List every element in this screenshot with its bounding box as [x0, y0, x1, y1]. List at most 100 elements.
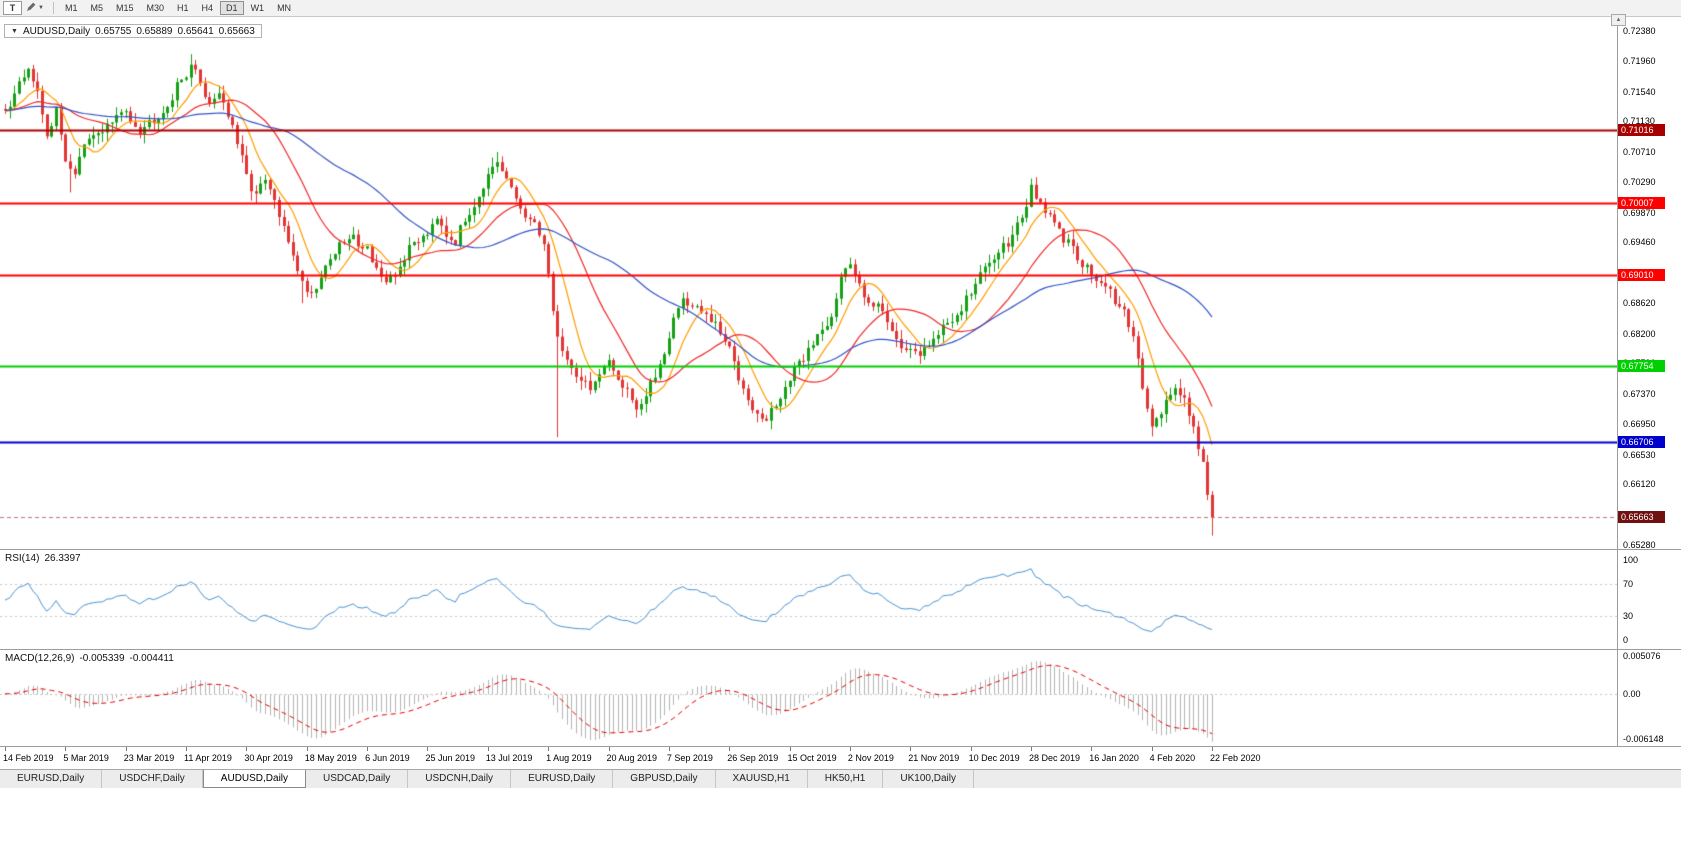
main-chart-canvas[interactable] [0, 17, 1617, 550]
date-axis-label: 21 Nov 2019 [908, 753, 960, 763]
text-tool-button[interactable]: T [3, 1, 22, 15]
level-price-tag: 0.66706 [1618, 435, 1665, 448]
date-tick [246, 747, 247, 751]
price-axis-label: 0.68200 [1623, 328, 1656, 339]
price-axis-label: 0.65280 [1623, 540, 1656, 550]
level-price-tag: 0.69010 [1618, 268, 1665, 281]
date-tick [186, 747, 187, 751]
main-rsi-separator [0, 549, 1681, 550]
symbol-tab-audusd-daily[interactable]: AUDUSD,Daily [202, 770, 307, 788]
symbol-tab-uk100-daily[interactable]: UK100,Daily [883, 770, 974, 788]
macd-axis-label: -0.006148 [1623, 734, 1664, 744]
date-axis-label: 30 Apr 2019 [244, 753, 293, 763]
date-axis-label: 20 Aug 2019 [606, 753, 658, 763]
current-price-tag: 0.65663 [1618, 511, 1665, 524]
symbol-tab-gbpusd-daily[interactable]: GBPUSD,Daily [613, 770, 716, 788]
date-axis-label: 15 Oct 2019 [787, 753, 837, 763]
rsi-indicator-label: RSI(14) 26.3397 [5, 553, 81, 564]
date-tick [669, 747, 670, 751]
date-axis-label: 5 Mar 2019 [63, 753, 109, 763]
timeframe-button-h4[interactable]: H4 [196, 1, 220, 15]
date-axis-label: 1 Aug 2019 [546, 753, 592, 763]
date-axis-label: 22 Feb 2020 [1210, 753, 1261, 763]
timeframe-button-m5[interactable]: M5 [84, 1, 109, 15]
timeframe-button-h1[interactable]: H1 [171, 1, 195, 15]
timeframe-button-d1[interactable]: D1 [220, 1, 244, 15]
timeframe-button-m30[interactable]: M30 [141, 1, 171, 15]
date-tick [729, 747, 730, 751]
macd-panel-canvas[interactable] [0, 650, 1617, 747]
symbol-tab-hk50-h1[interactable]: HK50,H1 [808, 770, 884, 788]
rsi-macd-separator [0, 649, 1681, 650]
date-axis-label: 7 Sep 2019 [666, 753, 713, 763]
symbol-tab-eurusd-daily[interactable]: EURUSD,Daily [0, 770, 103, 788]
symbol-tab-eurusd-daily[interactable]: EURUSD,Daily [511, 770, 614, 788]
level-price-tag: 0.67754 [1618, 359, 1665, 372]
rsi-name: RSI(14) [5, 553, 40, 564]
chart-title: ▼ AUDUSD,Daily 0.65755 0.65889 0.65641 0… [4, 24, 262, 38]
symbol-tab-xauusd-h1[interactable]: XAUUSD,H1 [716, 770, 808, 788]
rsi-panel-canvas[interactable] [0, 550, 1617, 650]
price-axis-label: 0.72380 [1623, 26, 1656, 36]
date-axis-label: 26 Sep 2019 [727, 753, 779, 763]
date-tick [307, 747, 308, 751]
draw-tool-button[interactable]: ▼ [22, 1, 48, 15]
ohlc-high: 0.65889 [136, 25, 173, 37]
date-axis-label: 13 Jul 2019 [485, 753, 533, 763]
rsi-value: 26.3397 [44, 553, 81, 564]
rsi-axis: 100 70 30 0 [1618, 550, 1681, 650]
date-tick [850, 747, 851, 751]
symbol-tab-usdcad-daily[interactable]: USDCAD,Daily [306, 770, 409, 788]
timeframe-button-m1[interactable]: M1 [59, 1, 84, 15]
date-axis-label: 2 Nov 2019 [847, 753, 894, 763]
rsi-axis-label: 70 [1623, 579, 1634, 589]
date-tick [910, 747, 911, 751]
scroll-up-button[interactable]: ▲ [1611, 14, 1626, 26]
timeframe-button-mn[interactable]: MN [271, 1, 297, 15]
date-axis-label: 11 Apr 2019 [184, 753, 232, 763]
date-axis-label: 16 Jan 2020 [1089, 753, 1139, 763]
rsi-axis-label: 100 [1623, 555, 1639, 565]
price-axis-label: 0.69870 [1623, 207, 1656, 218]
rsi-axis-label: 30 [1623, 611, 1634, 621]
pencil-icon [26, 2, 36, 15]
collapse-arrow-icon[interactable]: ▼ [11, 27, 18, 35]
macd-main-value: -0.005339 [79, 653, 125, 664]
symbol-tab-usdchf-daily[interactable]: USDCHF,Daily [102, 770, 203, 788]
macd-axis: 0.005076 0.00 -0.006148 [1618, 650, 1681, 747]
price-axis-label: 0.71960 [1623, 56, 1656, 67]
price-axis: 0.72380 0.71960 0.71540 0.71130 0.70710 0.702… [1618, 17, 1681, 550]
price-axis-label: 0.68620 [1623, 298, 1656, 309]
date-axis-label: 10 Dec 2019 [968, 753, 1020, 763]
date-tick [1152, 747, 1153, 751]
date-tick [488, 747, 489, 751]
date-tick [1091, 747, 1092, 751]
price-axis-label: 0.71540 [1623, 86, 1656, 97]
price-axis-label: 0.69460 [1623, 237, 1656, 248]
ohlc-open: 0.65755 [95, 25, 132, 37]
price-axis-label: 0.66120 [1623, 479, 1656, 490]
date-tick [548, 747, 549, 751]
level-price-tag: 0.70007 [1618, 196, 1665, 209]
symbol-tab-bar: EURUSD,Daily USDCHF,Daily AUDUSD,Daily USDC… [0, 769, 1681, 788]
timeframe-button-m15[interactable]: M15 [110, 1, 140, 15]
ohlc-low: 0.65641 [177, 25, 214, 37]
macd-axis-label: 0.005076 [1623, 651, 1661, 661]
up-arrow-icon: ▲ [1615, 16, 1622, 23]
dropdown-arrow-icon: ▼ [38, 5, 44, 11]
date-axis-label: 25 Jun 2019 [425, 753, 475, 763]
price-axis-label: 0.71130 [1623, 116, 1655, 127]
date-axis-label: 28 Dec 2019 [1028, 753, 1080, 763]
date-tick [126, 747, 127, 751]
macd-name: MACD(12,26,9) [5, 653, 75, 664]
macd-axis-label: 0.00 [1623, 688, 1641, 699]
timeframe-button-w1[interactable]: W1 [245, 1, 271, 15]
ohlc-close: 0.65663 [218, 25, 255, 37]
toolbar-separator [52, 2, 54, 14]
date-axis: 14 Feb 2019 5 Mar 2019 23 Mar 2019 11 Apr 2… [0, 747, 1617, 767]
macd-indicator-label: MACD(12,26,9) -0.005339 -0.004411 [5, 653, 174, 664]
date-axis-label: 18 May 2019 [304, 753, 357, 763]
symbol-tab-usdcnh-daily[interactable]: USDCNH,Daily [408, 770, 512, 788]
date-tick [609, 747, 610, 751]
